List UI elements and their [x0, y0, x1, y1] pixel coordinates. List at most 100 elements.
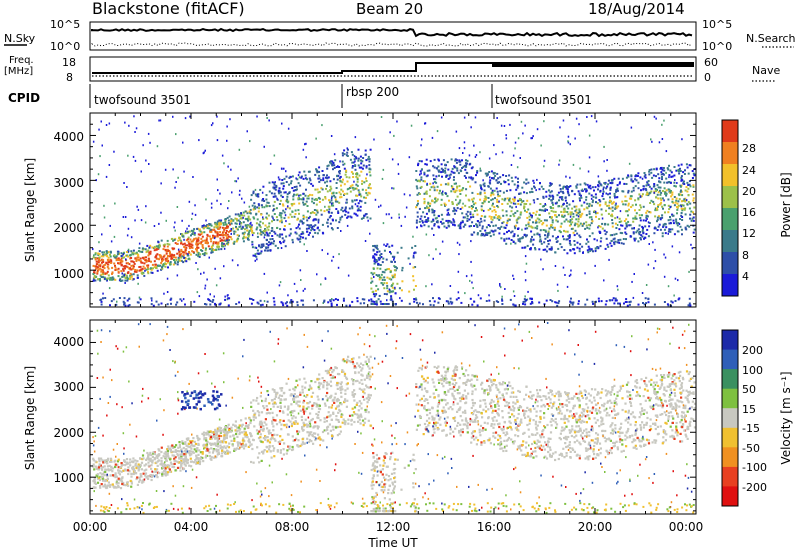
- power-echo: [166, 277, 169, 280]
- power-echo: [599, 225, 602, 228]
- power-echo: [639, 219, 642, 222]
- power-echo: [302, 148, 305, 151]
- power-echo: [126, 279, 129, 282]
- power-echo: [510, 239, 513, 241]
- velocity-echo: [690, 385, 693, 388]
- power-echo: [149, 252, 152, 255]
- power-echo: [536, 198, 539, 200]
- power-echo: [224, 221, 227, 224]
- power-echo: [160, 302, 163, 305]
- power-echo: [234, 213, 237, 216]
- power-echo: [177, 261, 179, 264]
- velocity-echo: [453, 368, 456, 371]
- power-echo: [665, 192, 668, 195]
- power-echo: [575, 208, 578, 211]
- power-echo: [281, 233, 284, 236]
- power-echo: [280, 219, 283, 222]
- power-echo: [266, 300, 269, 303]
- power-echo: [377, 257, 380, 259]
- power-echo: [112, 298, 115, 301]
- power-echo: [621, 200, 624, 203]
- power-echo: [250, 221, 252, 224]
- power-echo: [599, 240, 602, 243]
- power-echo: [217, 189, 219, 192]
- power-echo: [421, 221, 424, 224]
- power-echo: [536, 128, 539, 131]
- power-echo: [591, 220, 594, 223]
- power-echo: [123, 274, 126, 277]
- power-echo: [679, 185, 682, 188]
- power-echo: [455, 189, 458, 192]
- power-echo: [356, 297, 359, 300]
- power-echo: [210, 206, 213, 209]
- power-echo: [599, 232, 602, 234]
- power-echo: [259, 226, 262, 229]
- power-echo: [633, 237, 636, 240]
- power-echo: [264, 229, 267, 232]
- power-echo: [208, 227, 211, 230]
- velocity-echo: [634, 439, 637, 442]
- power-echo: [240, 212, 242, 215]
- power-echo: [128, 304, 131, 306]
- power-echo: [628, 301, 631, 303]
- power-echo: [575, 186, 578, 189]
- power-echo: [674, 277, 677, 280]
- power-echo: [448, 174, 451, 177]
- power-echo: [109, 276, 112, 279]
- power-echo: [571, 301, 574, 304]
- power-echo: [158, 245, 161, 248]
- power-echo: [197, 255, 200, 258]
- power-echo: [197, 243, 199, 246]
- power-echo: [144, 221, 147, 224]
- velocity-echo: [100, 457, 103, 460]
- power-echo: [105, 278, 108, 281]
- power-echo: [661, 197, 664, 200]
- power-echo: [204, 149, 206, 152]
- velocity-echo: [562, 447, 565, 450]
- power-echo: [357, 157, 360, 160]
- power-echo: [566, 185, 568, 188]
- power-echo: [573, 205, 576, 208]
- power-echo: [343, 153, 346, 156]
- velocity-echo: [671, 429, 674, 432]
- power-echo: [346, 151, 349, 154]
- power-echo: [639, 204, 642, 207]
- power-echo: [279, 240, 281, 243]
- power-echo: [96, 266, 99, 269]
- power-echo: [300, 175, 303, 178]
- power-echo: [280, 194, 283, 197]
- power-echo: [529, 297, 532, 300]
- power-echo: [601, 227, 604, 230]
- power-echo: [134, 269, 137, 271]
- power-echo: [415, 221, 418, 224]
- power-echo: [601, 195, 604, 198]
- power-echo: [634, 237, 637, 240]
- power-echo: [493, 206, 496, 209]
- nsky-tick-top: 10^5: [50, 18, 80, 31]
- power-echo: [567, 213, 570, 216]
- power-echo: [550, 246, 553, 249]
- power-echo: [314, 173, 317, 176]
- power-echo: [562, 266, 565, 269]
- power-echo: [686, 203, 689, 206]
- power-echo: [133, 278, 135, 281]
- power-echo: [420, 224, 422, 227]
- power-echo: [271, 238, 274, 240]
- power-echo: [476, 224, 478, 227]
- power-echo: [400, 246, 403, 249]
- power-echo: [138, 266, 141, 268]
- velocity-echo: [565, 399, 568, 402]
- power-echo: [600, 208, 603, 211]
- velocity-echo: [675, 421, 678, 425]
- power-echo: [103, 276, 106, 279]
- power-echo: [433, 166, 436, 169]
- power-cbar-tick-4: 16: [742, 206, 756, 219]
- power-echo: [419, 170, 422, 173]
- velocity-echo: [564, 391, 567, 394]
- power-echo: [602, 192, 604, 195]
- power-echo: [497, 227, 500, 230]
- power-echo: [453, 212, 456, 215]
- velocity-echo: [461, 431, 464, 434]
- power-echo: [680, 184, 683, 187]
- power-echo: [611, 219, 614, 221]
